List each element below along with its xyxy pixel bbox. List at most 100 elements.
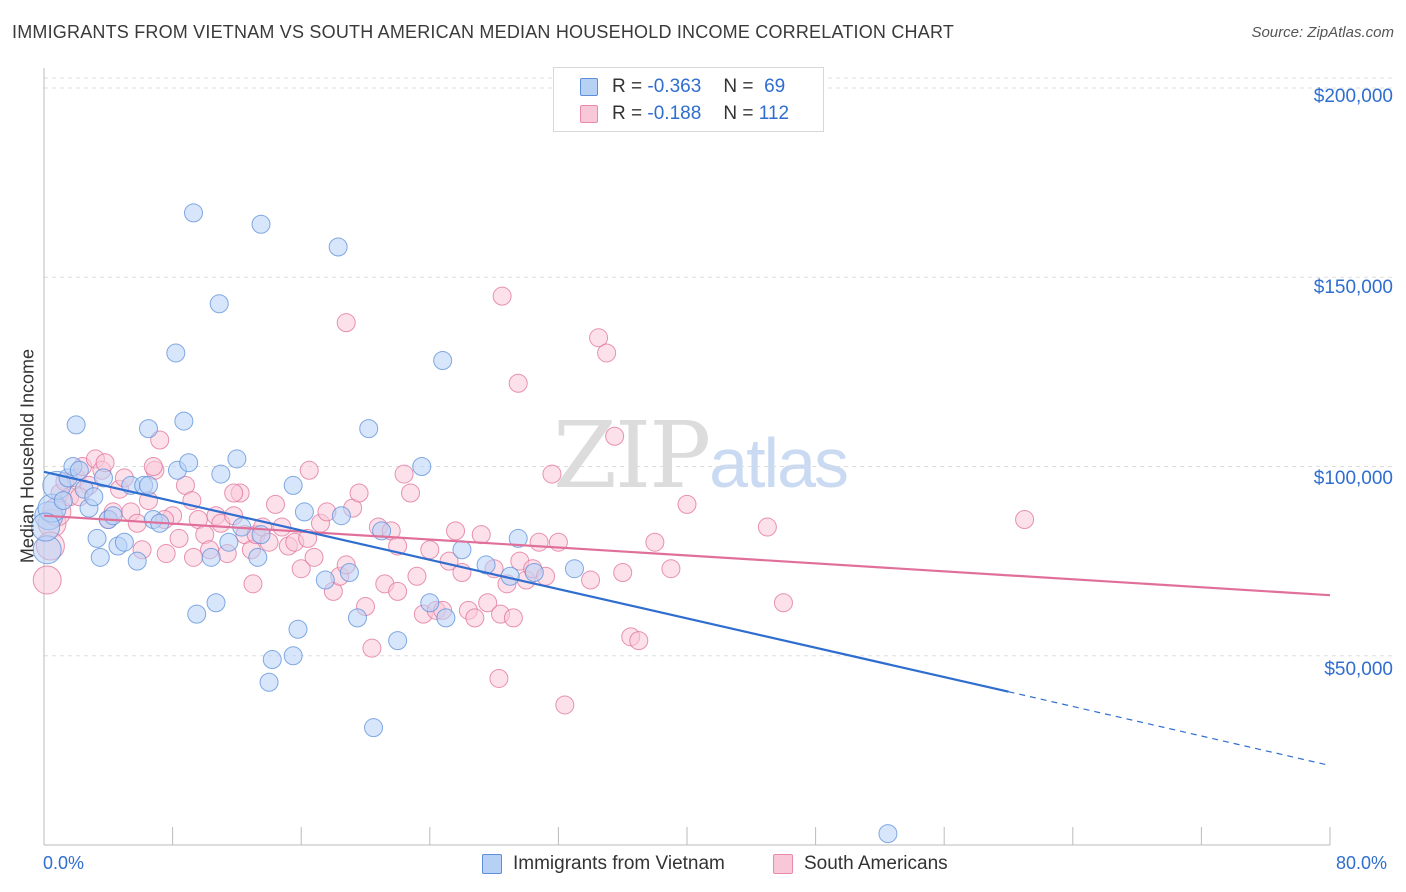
r-label: R = bbox=[612, 103, 643, 124]
data-point bbox=[677, 494, 697, 514]
x-tick-label-min: 0.0% bbox=[43, 853, 85, 873]
data-point bbox=[446, 521, 466, 541]
data-point bbox=[114, 532, 134, 552]
data-point bbox=[84, 487, 104, 507]
data-point bbox=[605, 426, 625, 446]
data-point bbox=[103, 506, 123, 526]
data-point bbox=[315, 570, 335, 590]
data-point bbox=[420, 593, 440, 613]
data-point bbox=[420, 540, 440, 560]
data-point bbox=[227, 449, 247, 469]
y-axis-title: Median Household Income bbox=[17, 348, 38, 564]
data-point bbox=[179, 453, 199, 473]
legend-swatch-vietnam bbox=[580, 78, 598, 96]
data-point bbox=[359, 419, 379, 439]
legend-text-south-americans: R = -0.188 N = 112 bbox=[612, 103, 789, 125]
data-point bbox=[248, 547, 268, 567]
data-point bbox=[524, 562, 544, 582]
data-point bbox=[87, 528, 107, 548]
correlation-legend: R = -0.363 N = 69 R = -0.188 N = 112 bbox=[553, 67, 824, 132]
data-point bbox=[471, 525, 491, 545]
data-point bbox=[265, 494, 285, 514]
data-point bbox=[138, 475, 158, 495]
data-point bbox=[156, 544, 176, 564]
data-point bbox=[304, 547, 324, 567]
trend-line-vietnam bbox=[43, 470, 1009, 693]
watermark-zip: ZIP bbox=[553, 402, 711, 509]
data-point bbox=[150, 430, 170, 450]
data-point bbox=[183, 203, 203, 223]
data-point bbox=[503, 608, 523, 628]
n-value-vietnam: 69 bbox=[764, 76, 786, 97]
data-point bbox=[299, 460, 319, 480]
data-point bbox=[66, 415, 86, 435]
data-point bbox=[362, 638, 382, 658]
n-label: N = bbox=[723, 103, 754, 124]
legend-swatch-vietnam bbox=[482, 854, 502, 874]
data-point bbox=[243, 574, 263, 594]
y-tick-label-150000: $150,000 bbox=[1313, 277, 1393, 298]
data-point bbox=[401, 483, 421, 503]
data-point bbox=[436, 608, 456, 628]
legend-label-vietnam: Immigrants from Vietnam bbox=[513, 853, 725, 874]
data-point bbox=[169, 528, 189, 548]
source-credit: Source: ZipAtlas.com bbox=[1251, 24, 1394, 41]
n-label: N = bbox=[723, 76, 754, 97]
data-point bbox=[283, 646, 303, 666]
data-point bbox=[183, 547, 203, 567]
data-point bbox=[581, 570, 601, 590]
data-point bbox=[166, 343, 186, 363]
data-point bbox=[283, 475, 303, 495]
data-point bbox=[465, 608, 485, 628]
data-point bbox=[629, 631, 649, 651]
data-point bbox=[93, 468, 113, 488]
data-point bbox=[219, 532, 239, 552]
data-point bbox=[589, 328, 609, 348]
data-point bbox=[339, 562, 359, 582]
data-point bbox=[336, 313, 356, 333]
data-point bbox=[364, 718, 384, 738]
data-point bbox=[251, 214, 271, 234]
data-point bbox=[661, 559, 681, 579]
data-point bbox=[174, 411, 194, 431]
data-point bbox=[331, 506, 351, 526]
data-point bbox=[476, 555, 496, 575]
y-tick-label-100000: $100,000 bbox=[1313, 468, 1393, 489]
data-point bbox=[407, 566, 427, 586]
gridlines bbox=[44, 77, 1395, 657]
trend-lines bbox=[43, 470, 1331, 767]
data-point bbox=[31, 512, 61, 542]
data-point bbox=[433, 351, 453, 371]
data-point bbox=[224, 483, 244, 503]
data-point bbox=[508, 373, 528, 393]
watermark-atlas: atlas bbox=[709, 424, 849, 502]
data-point bbox=[201, 547, 221, 567]
data-point bbox=[138, 419, 158, 439]
x-tick-label-max: 80.0% bbox=[1336, 853, 1388, 873]
data-point bbox=[209, 294, 229, 314]
data-point bbox=[555, 695, 575, 715]
data-point bbox=[291, 559, 311, 579]
data-point bbox=[294, 502, 314, 522]
y-tick-label-50000: $50,000 bbox=[1324, 659, 1393, 680]
n-value-south-americans: 112 bbox=[758, 103, 790, 124]
data-point bbox=[127, 551, 147, 571]
data-point bbox=[452, 540, 472, 560]
r-value-south-americans: -0.188 bbox=[647, 103, 702, 124]
watermark: ZIPatlas bbox=[553, 402, 849, 509]
trend-line-vietnam-extrapolated bbox=[1008, 691, 1331, 767]
series-legend: Immigrants from Vietnam South Americans bbox=[0, 851, 1406, 877]
data-point bbox=[90, 547, 110, 567]
y-tick-label-200000: $200,000 bbox=[1313, 86, 1393, 107]
data-point bbox=[645, 532, 665, 552]
legend-swatch-south-americans bbox=[580, 105, 598, 123]
data-point bbox=[347, 608, 367, 628]
data-point bbox=[187, 604, 207, 624]
data-point bbox=[564, 559, 584, 579]
r-value-vietnam: -0.363 bbox=[647, 76, 702, 97]
data-point bbox=[757, 517, 777, 537]
data-point bbox=[206, 593, 226, 613]
data-point bbox=[1015, 509, 1035, 529]
data-point bbox=[597, 343, 617, 363]
data-point bbox=[613, 562, 633, 582]
